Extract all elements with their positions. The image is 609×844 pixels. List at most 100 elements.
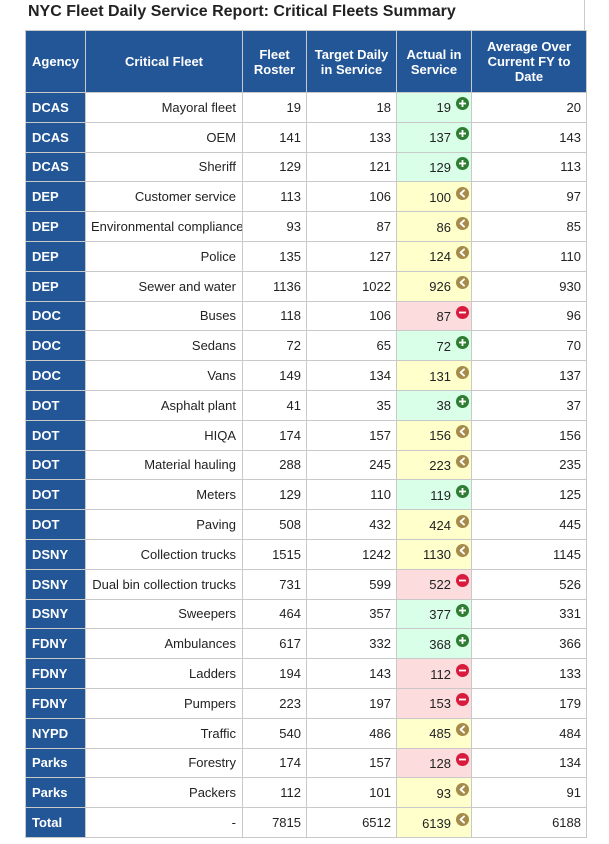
fleet-roster-cell: 194 — [242, 658, 307, 689]
agency-cell: Total — [25, 807, 86, 838]
plus-circle-icon — [456, 603, 469, 617]
actual-in-service-cell: 377 — [396, 598, 472, 630]
fleet-roster-cell: 112 — [242, 777, 307, 809]
average-fy-cell: 113 — [471, 151, 587, 183]
table-row: DEP Police 135 127 124 110 — [25, 240, 587, 272]
fleet-roster-cell: 174 — [242, 747, 307, 779]
fleet-roster-cell: 174 — [242, 419, 307, 451]
agency-cell: DOT — [25, 419, 86, 451]
target-daily-cell: 599 — [306, 568, 397, 600]
chevron-left-circle-icon — [456, 246, 469, 260]
critical-fleet-cell: Sheriff — [85, 151, 243, 183]
fleet-roster-cell: 464 — [242, 598, 307, 630]
actual-value: 87 — [436, 309, 451, 324]
average-fy-cell: 70 — [471, 330, 587, 362]
target-daily-cell: 35 — [306, 389, 397, 421]
average-fy-cell: 110 — [471, 240, 587, 272]
agency-cell: DSNY — [25, 538, 86, 570]
actual-value: 72 — [436, 338, 451, 354]
chevron-left-circle-icon — [456, 276, 469, 290]
fleet-roster-cell: 223 — [242, 687, 307, 719]
column-header-actual-in-service: Actual in Service — [396, 30, 472, 93]
minus-circle-icon — [456, 306, 469, 319]
target-daily-cell: 106 — [306, 300, 397, 332]
average-fy-cell: 137 — [471, 360, 587, 391]
agency-cell: DCAS — [25, 121, 86, 153]
actual-in-service-cell: 424 — [396, 509, 472, 540]
fleet-roster-cell: 731 — [242, 568, 307, 600]
actual-in-service-cell: 87 — [396, 300, 472, 332]
fleet-roster-cell: 1515 — [242, 538, 307, 570]
table-row: DSNY Sweepers 464 357 377 331 — [25, 598, 587, 630]
actual-in-service-cell: 153 — [396, 687, 472, 719]
agency-cell: DOT — [25, 479, 86, 511]
actual-value: 38 — [436, 398, 451, 414]
column-header-average-fy: Average Over Current FY to Date — [471, 30, 587, 93]
fleet-roster-cell: 141 — [242, 121, 307, 153]
table-row: NYPD Traffic 540 486 485 484 — [25, 717, 587, 749]
fleet-roster-cell: 118 — [242, 300, 307, 332]
critical-fleet-cell: Environmental compliance — [85, 211, 243, 242]
average-fy-cell: 445 — [471, 509, 587, 540]
target-daily-cell: 157 — [306, 419, 397, 451]
plus-circle-icon — [456, 127, 469, 141]
agency-cell: DCAS — [25, 151, 86, 183]
table-row: DOT Meters 129 110 119 125 — [25, 479, 587, 511]
actual-value: 86 — [436, 219, 451, 235]
critical-fleet-cell: Meters — [85, 479, 243, 511]
actual-in-service-cell: 72 — [396, 330, 472, 362]
actual-in-service-cell: 93 — [396, 777, 472, 809]
fleet-roster-cell: 129 — [242, 479, 307, 511]
agency-cell: DEP — [25, 270, 86, 302]
actual-value: 522 — [429, 577, 451, 593]
critical-fleet-cell: Sewer and water — [85, 270, 243, 302]
target-daily-cell: 197 — [306, 687, 397, 719]
average-fy-cell: 235 — [471, 449, 587, 481]
report-title: NYC Fleet Daily Service Report: Critical… — [28, 3, 456, 20]
target-daily-cell: 157 — [306, 747, 397, 779]
actual-in-service-cell: 6139 — [396, 807, 472, 838]
table-row: DOC Sedans 72 65 72 70 — [25, 330, 587, 362]
actual-in-service-cell: 112 — [396, 658, 472, 689]
target-daily-cell: 432 — [306, 509, 397, 540]
actual-value: 128 — [429, 755, 451, 771]
actual-value: 137 — [429, 130, 451, 146]
critical-fleet-cell: OEM — [85, 121, 243, 153]
actual-in-service-cell: 368 — [396, 628, 472, 660]
plus-circle-icon — [456, 157, 469, 171]
agency-cell: DSNY — [25, 568, 86, 600]
chevron-left-circle-icon — [456, 454, 469, 468]
average-fy-cell: 97 — [471, 181, 587, 213]
critical-fleet-cell: Pumpers — [85, 687, 243, 719]
table-row: DOT Paving 508 432 424 445 — [25, 509, 587, 540]
target-daily-cell: 101 — [306, 777, 397, 809]
table-row: Parks Packers 112 101 93 91 — [25, 777, 587, 809]
critical-fleet-cell: Buses — [85, 300, 243, 332]
actual-in-service-cell: 485 — [396, 717, 472, 749]
critical-fleet-cell: Dual bin collection trucks — [85, 568, 243, 600]
actual-value: 124 — [429, 249, 451, 265]
fleet-roster-cell: 113 — [242, 181, 307, 213]
column-header-critical-fleet: Critical Fleet — [85, 30, 243, 93]
fleet-roster-cell: 1136 — [242, 270, 307, 302]
actual-in-service-cell: 223 — [396, 449, 472, 481]
actual-in-service-cell: 129 — [396, 151, 472, 183]
average-fy-cell: 179 — [471, 687, 587, 719]
target-daily-cell: 245 — [306, 449, 397, 481]
chevron-left-circle-icon — [456, 186, 469, 200]
fleet-roster-cell: 19 — [242, 92, 307, 123]
average-fy-cell: 6188 — [471, 807, 587, 838]
average-fy-cell: 331 — [471, 598, 587, 630]
actual-in-service-cell: 100 — [396, 181, 472, 213]
target-daily-cell: 1242 — [306, 538, 397, 570]
chevron-left-circle-icon — [456, 365, 469, 379]
actual-in-service-cell: 19 — [396, 92, 472, 123]
chevron-left-circle-icon — [456, 216, 469, 230]
actual-in-service-cell: 156 — [396, 419, 472, 451]
agency-cell: Parks — [25, 777, 86, 809]
critical-fleet-cell: Sedans — [85, 330, 243, 362]
critical-fleet-cell: HIQA — [85, 419, 243, 451]
average-fy-cell: 125 — [471, 479, 587, 511]
agency-cell: DOT — [25, 449, 86, 481]
agency-cell: DOT — [25, 509, 86, 540]
